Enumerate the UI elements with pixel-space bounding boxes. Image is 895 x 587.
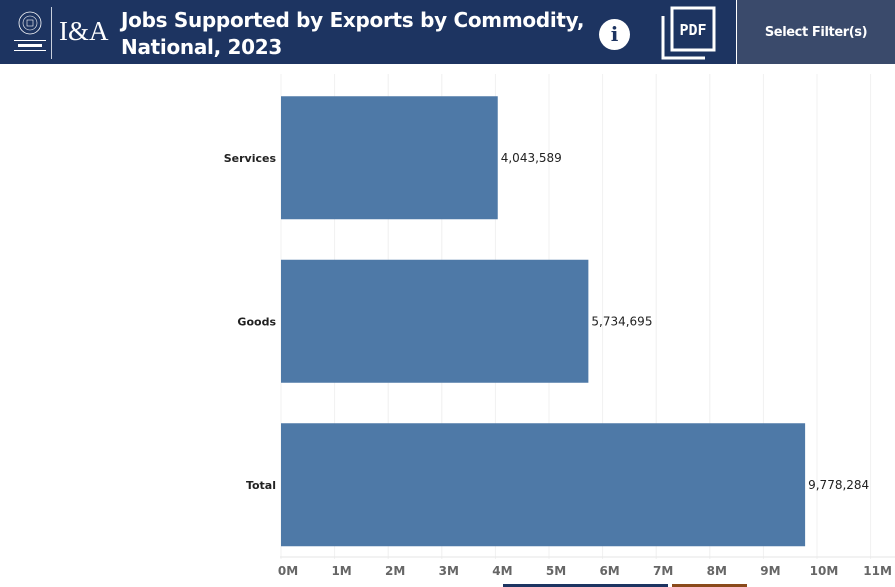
header-bar: I&A Jobs Supported by Exports by Commodi…	[0, 0, 736, 64]
data-label: 4,043,589	[501, 151, 562, 165]
pdf-label: PDF	[679, 21, 706, 39]
title-line-1: Jobs Supported by Exports by Commodity,	[121, 8, 585, 32]
x-tick-label: 11M	[863, 564, 892, 578]
pdf-export-icon[interactable]: PDF	[660, 6, 718, 62]
scroll-indicator-2	[672, 584, 747, 587]
bar-chart: 0M 1M 2M 3M 4M 5M 6M 7M 8M 9M 10M 11M Services 4,043,…	[224, 74, 895, 578]
x-tick-label: 10M	[810, 564, 839, 578]
x-tick-label: 5M	[546, 564, 566, 578]
x-tick-label: 6M	[599, 564, 619, 578]
x-tick-label: 1M	[331, 564, 351, 578]
x-tick-label: 2M	[385, 564, 405, 578]
bar-services	[281, 96, 498, 220]
bar-goods	[281, 259, 589, 383]
data-label: 5,734,695	[591, 314, 652, 328]
page-title: Jobs Supported by Exports by Commodity, …	[121, 7, 584, 61]
data-label: 9,778,284	[808, 478, 869, 492]
ita-logo	[14, 11, 46, 51]
info-icon[interactable]: i	[599, 19, 630, 50]
header-divider	[51, 7, 52, 59]
bar-total	[281, 423, 806, 547]
x-tick-label: 3M	[439, 564, 459, 578]
title-line-2: National, 2023	[121, 35, 283, 59]
x-tick-label: 4M	[492, 564, 512, 578]
x-tick-label: 0M	[278, 564, 298, 578]
x-tick-label: 9M	[760, 564, 780, 578]
category-label: Total	[246, 479, 276, 492]
scroll-indicator	[503, 584, 668, 587]
select-filters-button[interactable]: Select Filter(s)	[737, 0, 895, 64]
x-tick-label: 7M	[653, 564, 673, 578]
category-label: Goods	[237, 315, 276, 328]
category-label: Services	[224, 152, 277, 165]
x-tick-label: 8M	[707, 564, 727, 578]
brand-label: I&A	[59, 16, 109, 46]
